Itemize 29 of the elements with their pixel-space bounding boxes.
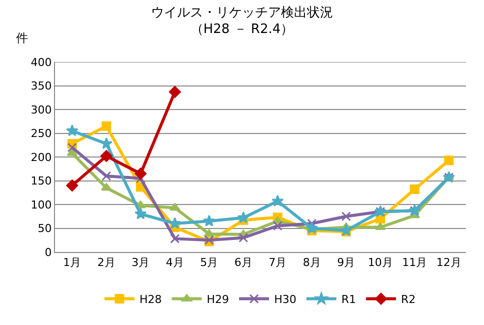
- y-tick-label: 100: [30, 198, 52, 212]
- y-tick-label: 200: [30, 150, 52, 164]
- legend-label: R2: [401, 293, 416, 306]
- x-tick-label: 11月: [402, 256, 428, 270]
- legend-label: R1: [341, 293, 356, 306]
- x-tick-label: 4月: [166, 256, 184, 270]
- x-tick-label: 12月: [436, 256, 462, 270]
- y-tick-label: 350: [30, 80, 52, 93]
- legend-label: H30: [274, 293, 296, 306]
- legend-label: H29: [206, 293, 230, 306]
- y-tick-label: 300: [30, 103, 52, 116]
- x-tick-label: 5月: [200, 256, 218, 270]
- x-tick-label: 8月: [302, 256, 321, 270]
- y-tick-label: 50: [38, 222, 52, 236]
- legend-label: H28: [140, 293, 162, 306]
- y-tick-label: 250: [30, 127, 52, 140]
- y-tick-label: 150: [30, 174, 52, 188]
- x-tick-label: 2月: [97, 256, 116, 270]
- y-axis-title: 件: [16, 31, 28, 45]
- chart-subtitle: （H28 － R2.4）: [190, 22, 294, 38]
- x-tick-label: 1月: [63, 256, 82, 270]
- y-tick-label: 400: [30, 56, 52, 69]
- y-tick-label: 0: [44, 246, 52, 259]
- x-tick-label: 3月: [132, 256, 150, 270]
- x-tick-label: 10月: [368, 256, 393, 270]
- chart-title: ウイルス・リケッチア検出状況: [151, 5, 333, 20]
- x-tick-label: 7月: [268, 256, 287, 270]
- x-tick-label: 9月: [337, 256, 356, 270]
- x-tick-label: 6月: [234, 256, 252, 270]
